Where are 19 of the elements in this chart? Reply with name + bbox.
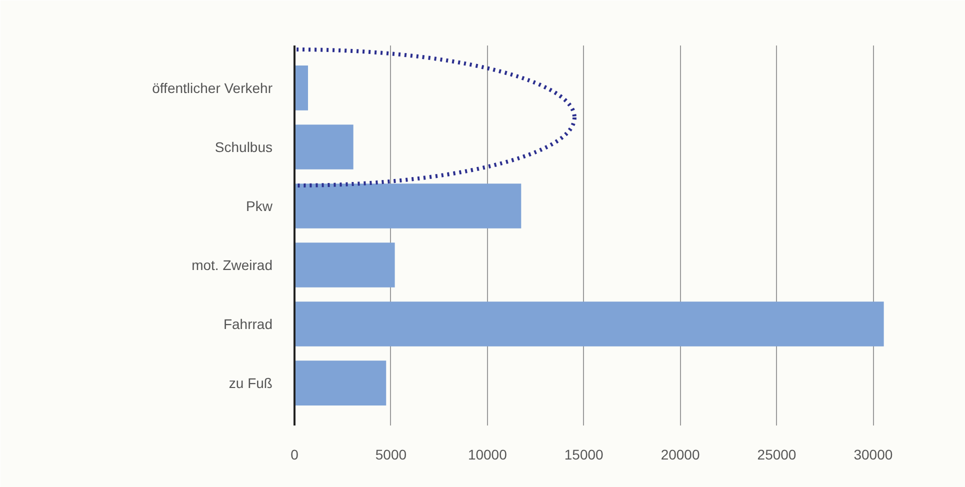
y-tick-label: Pkw [246,198,274,214]
bar [294,302,884,346]
y-tick-label: Fahrrad [223,316,273,332]
bar [294,360,386,406]
y-tick-label: Schulbus [214,138,272,155]
x-tick-label: 20000 [660,446,700,462]
x-tick-label: 10000 [468,446,508,462]
bar [294,66,308,110]
x-tick-label: 0 [290,446,299,462]
x-tick-label: 25000 [757,446,796,462]
bar [294,242,395,288]
bar [294,124,354,170]
x-tick-label: 30000 [854,446,893,462]
y-tick-label: mot. Zweirad [192,257,273,274]
x-tick-label: 5000 [375,446,407,462]
bar [294,184,522,228]
y-tick-label: öffentlicher Verkehr [152,80,273,96]
x-tick-label: 15000 [564,446,604,462]
y-tick-label: zu Fuß [228,375,273,392]
